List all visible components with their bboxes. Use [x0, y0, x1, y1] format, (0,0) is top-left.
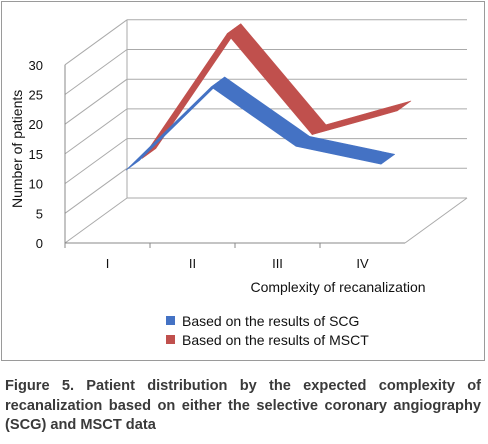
side-gridline — [64, 49, 128, 95]
x-tick-label: II — [189, 256, 196, 271]
legend-label-msct: Based on the results of MSCT — [182, 331, 369, 348]
figure-caption: Figure 5. Patient distribution by the ex… — [5, 378, 481, 434]
chart-frame — [1, 1, 485, 361]
series-0-segment — [295, 136, 396, 165]
y-axis-title: Number of patients — [9, 90, 25, 208]
legend-item-scg: Based on the results of SCG — [166, 311, 369, 330]
legend-item-msct: Based on the results of MSCT — [166, 330, 369, 349]
side-gridline — [64, 138, 128, 185]
series-0-segment — [125, 76, 226, 171]
floor-edge — [404, 197, 468, 244]
side-gridline — [64, 167, 128, 214]
y-tick-label: 20 — [29, 117, 43, 132]
y-tick-label: 0 — [36, 236, 43, 251]
y-tick-label: 30 — [29, 58, 43, 73]
legend-label-scg: Based on the results of SCG — [182, 312, 360, 329]
series-1-segment — [311, 100, 412, 135]
x-tick-label: I — [106, 256, 110, 271]
side-gridline — [64, 19, 128, 66]
side-gridline — [64, 78, 128, 125]
x-axis-title: Complexity of recanalization — [250, 279, 425, 295]
y-tick-label: 15 — [29, 147, 43, 162]
legend-swatch-scg — [166, 316, 175, 325]
chart-legend: Based on the results of SCG Based on the… — [166, 311, 369, 349]
legend-swatch-msct — [166, 335, 175, 344]
x-tick-label: III — [272, 256, 283, 271]
y-tick-label: 5 — [36, 206, 43, 221]
y-tick-label: 10 — [29, 177, 43, 192]
y-tick-label: 25 — [29, 88, 43, 103]
side-gridline — [64, 197, 128, 244]
x-tick-label: IV — [356, 256, 369, 271]
side-gridline — [64, 108, 128, 155]
